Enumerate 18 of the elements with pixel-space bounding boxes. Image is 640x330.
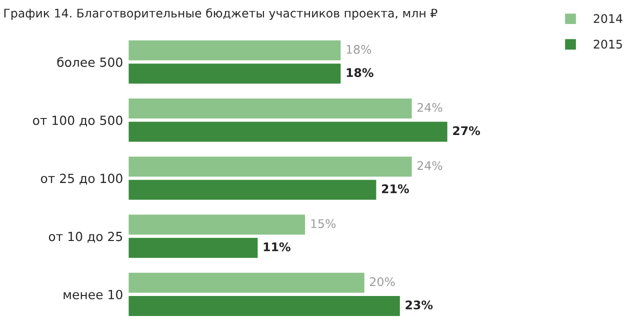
data-label: 23% — [406, 300, 433, 310]
data-label: 27% — [453, 126, 480, 136]
data-label: 21% — [382, 184, 409, 194]
y-tick-label: более 500 — [57, 57, 122, 67]
legend-label: 2014 — [594, 14, 622, 24]
legend-label: 2015 — [594, 40, 622, 49]
data-label: 18% — [346, 68, 374, 78]
y-tick-label: от 10 до 25 — [48, 232, 122, 243]
data-label: 11% — [264, 242, 290, 252]
y-tick-label: от 100 до 500 — [32, 116, 122, 127]
y-tick-label: от 25 до 100 — [40, 174, 122, 185]
data-label: 24% — [417, 161, 442, 170]
y-tick-label: менее 10 — [64, 290, 122, 300]
data-label: 20% — [370, 277, 395, 286]
data-label: 18% — [346, 44, 372, 54]
chart-title: График 14. Благотворительные бюджеты участников проекта, млн ₽ — [4, 8, 438, 20]
data-label: 24% — [417, 103, 442, 112]
data-label: 15% — [311, 219, 336, 228]
